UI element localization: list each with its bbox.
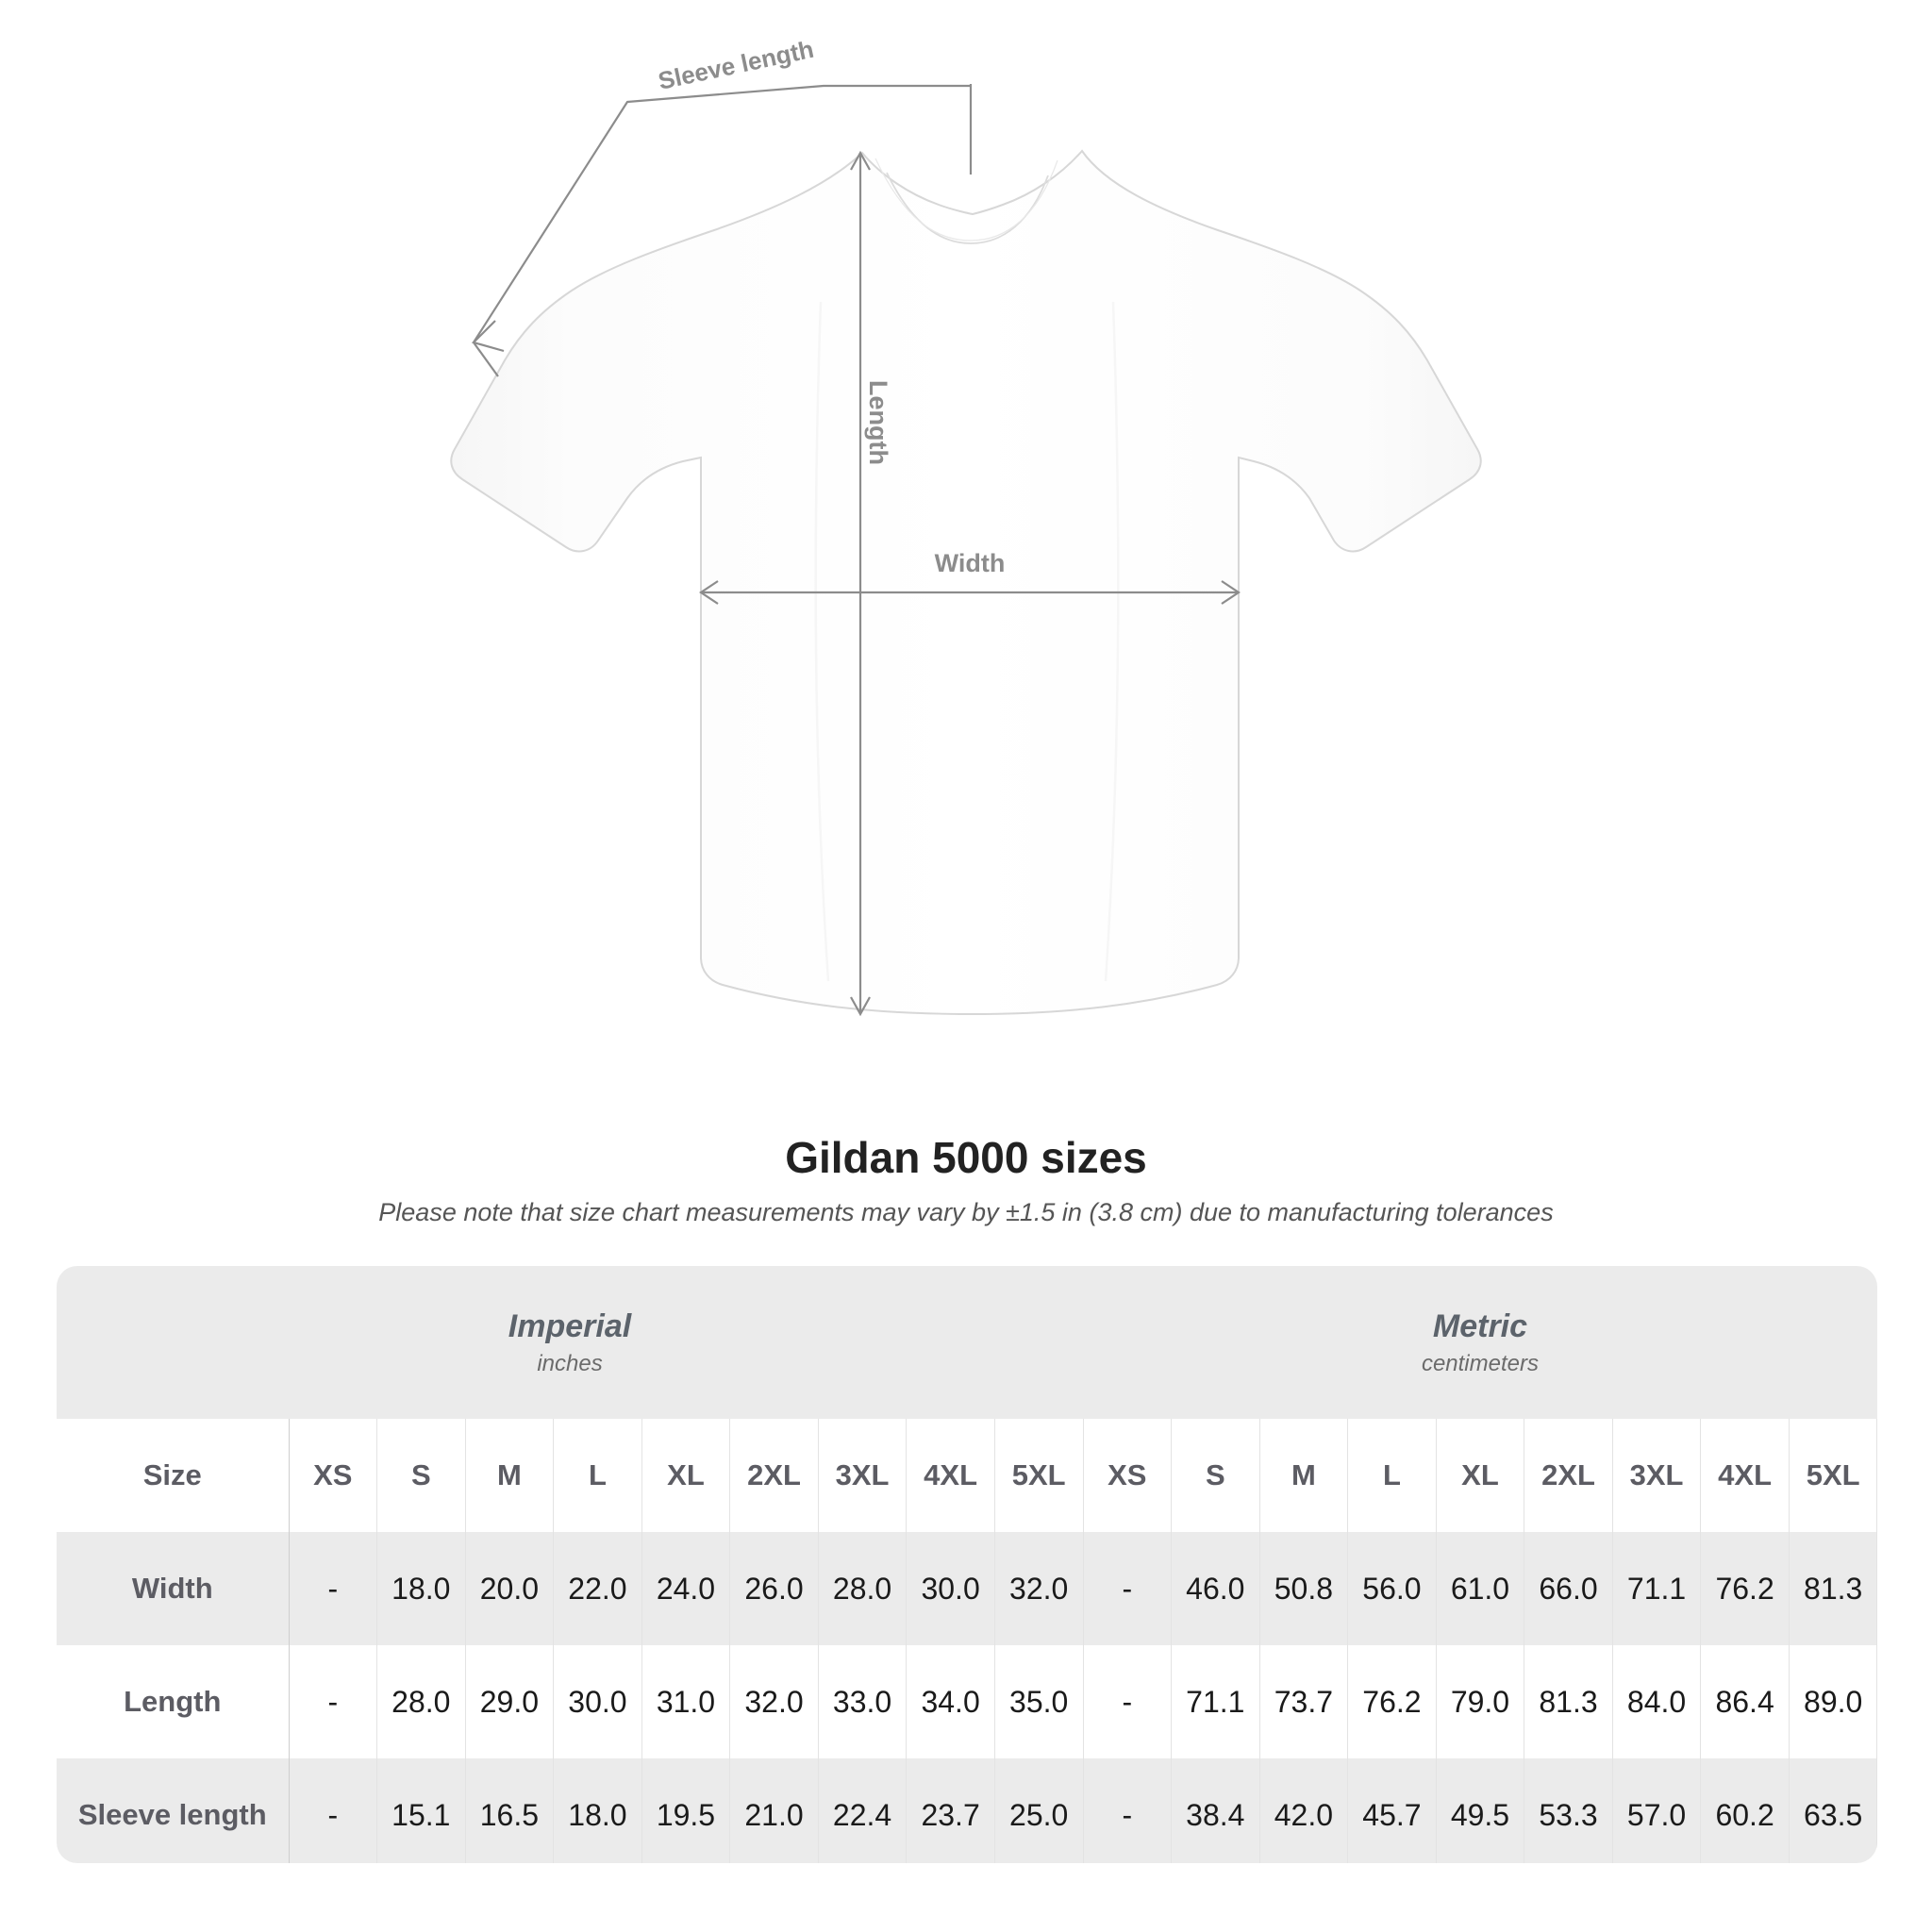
- svg-text:Sleeve length: Sleeve length: [656, 35, 816, 95]
- svg-text:Width: Width: [935, 549, 1006, 577]
- svg-text:Length: Length: [864, 380, 892, 465]
